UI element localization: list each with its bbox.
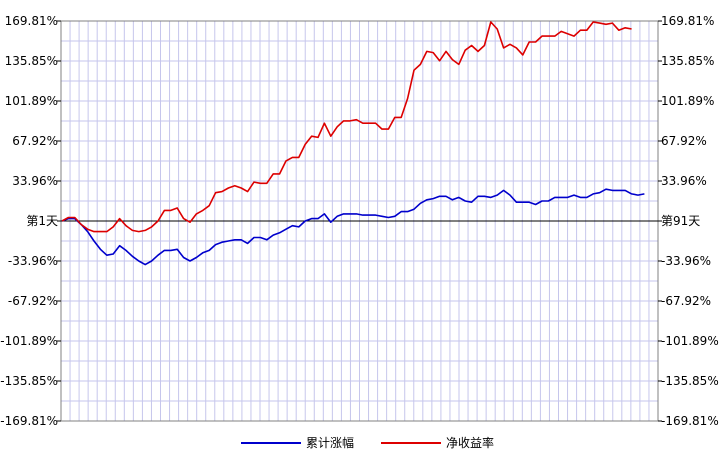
y-tick-label-right: 33.96% xyxy=(661,174,707,188)
y-tick-label-right: 169.81% xyxy=(661,14,714,28)
y-tick-label-left: -67.92% xyxy=(8,294,58,308)
y-tick-label-right: -101.89% xyxy=(661,334,719,348)
y-tick-label-left: 135.85% xyxy=(5,54,58,68)
series-lines xyxy=(61,21,645,266)
y-tick-label-right: -33.96% xyxy=(661,254,711,268)
y-tick-label-left: -101.89% xyxy=(0,334,58,348)
y-tick-label-left: -33.96% xyxy=(8,254,58,268)
y-tick-label-right: 135.85% xyxy=(661,54,714,68)
y-tick-label-left: 67.92% xyxy=(12,134,58,148)
legend: 累计涨幅 净收益率 xyxy=(241,435,494,450)
y-tick-label-left: 101.89% xyxy=(5,94,58,108)
y-tick-label-right: 第91天 xyxy=(661,214,700,228)
y-tick-label-left: -169.81% xyxy=(0,414,58,428)
series-line-net-return xyxy=(61,21,632,233)
tick-labels: 169.81% 169.81% 135.85% 135.85% 101.89% 101.8… xyxy=(0,14,718,428)
y-tick-label-right: -135.85% xyxy=(661,374,719,388)
y-tick-label-left: -135.85% xyxy=(0,374,58,388)
y-tick-label-left: 第1天 xyxy=(26,214,58,228)
y-tick-label-left: 169.81% xyxy=(5,14,58,28)
y-tick-label-right: 67.92% xyxy=(661,134,707,148)
y-tick-label-left: 33.96% xyxy=(12,174,58,188)
legend-label-net-return: 净收益率 xyxy=(446,435,494,450)
series-line-cumulative-gain xyxy=(61,188,645,266)
legend-label-cumulative-gain: 累计涨幅 xyxy=(306,435,354,450)
y-tick-label-right: -169.81% xyxy=(661,414,719,428)
y-tick-label-right: -67.92% xyxy=(661,294,711,308)
y-tick-label-right: 101.89% xyxy=(661,94,714,108)
